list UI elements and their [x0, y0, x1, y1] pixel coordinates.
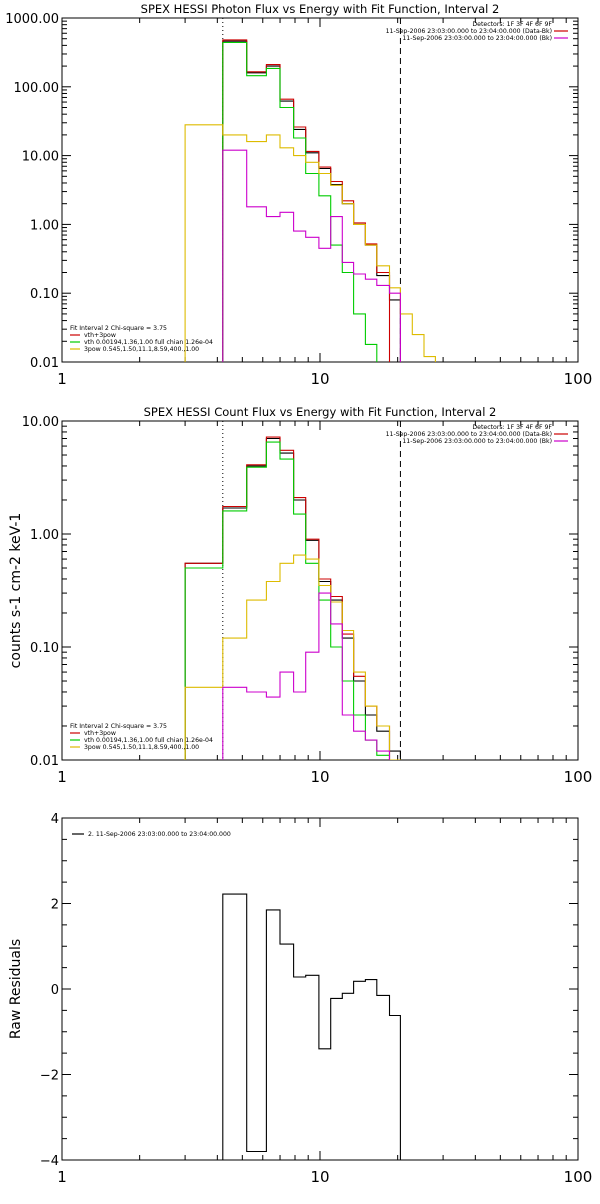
y-tick-label: 0.10 — [30, 287, 59, 302]
chart-title: SPEX HESSI Photon Flux vs Energy with Fi… — [141, 2, 500, 16]
plot-frame — [61, 420, 579, 761]
legend-label: vth+3pow — [84, 730, 116, 737]
header-line: Detectors: 1F 3F 4F 6F 9F — [472, 21, 552, 28]
legend-label: vth+3pow — [84, 332, 116, 339]
y-axis-label: counts s-1 cm-2 keV-1 — [8, 513, 24, 669]
x-tick-label: 1 — [57, 370, 67, 388]
series-bk — [222, 592, 391, 760]
series-vth-3pow — [184, 436, 391, 760]
y-tick-label: 1.00 — [30, 528, 59, 543]
legend-label: 2. 11-Sep-2006 23:03:00.000 to 23:04:00.… — [88, 831, 231, 838]
legend-label: 3pow 0.545,1.50,11.1,8.59,400.,1.00 — [84, 346, 199, 353]
series-data-bk — [184, 437, 401, 760]
y-tick-label: 0 — [51, 983, 59, 998]
plot-frame — [61, 17, 579, 363]
series-data-bk — [222, 40, 401, 362]
series-3pow — [184, 124, 436, 362]
plot-area — [222, 893, 401, 1160]
header-line: 11-Sep-2006 23:03:00.000 to 23:04:00.000… — [402, 438, 552, 445]
header-line: 11-Sep-2006 23:03:00.000 to 23:04:00.000… — [402, 35, 552, 42]
x-tick-label: 10 — [310, 768, 329, 786]
y-tick-label: 1000.00 — [5, 12, 59, 27]
series-vth — [184, 441, 391, 760]
y-tick-label: 100.00 — [14, 81, 60, 96]
x-tick-label: 100 — [564, 1168, 593, 1186]
y-tick-label: 4 — [51, 812, 59, 827]
x-tick-label: 100 — [564, 370, 593, 388]
x-tick-label: 1 — [57, 1168, 67, 1186]
y-axis-label: Raw Residuals — [8, 939, 24, 1039]
header-line: 11-Sep-2006 23:03:00.000 to 23:04:00.000… — [386, 431, 552, 438]
y-tick-label: 10.00 — [22, 150, 59, 165]
y-tick-label: 0.01 — [30, 754, 59, 769]
y-tick-label: 10.00 — [22, 415, 59, 430]
y-tick-label: 0.01 — [30, 356, 59, 371]
plot-area — [184, 436, 401, 760]
x-tick-label: 1 — [57, 768, 67, 786]
plot-frame — [61, 817, 579, 1161]
header-line: 11-Sep-2006 23:03:00.000 to 23:04:00.000… — [386, 28, 552, 35]
chart-title: SPEX HESSI Count Flux vs Energy with Fit… — [144, 405, 497, 419]
chart-panel-3: Raw Residuals 1 10 100 −4 −2 0 2 4 2. 11-Sep-2006… — [8, 812, 592, 1186]
legend-title: Fit Interval 2 Chi-square = 3.75 — [70, 325, 167, 332]
series-vth — [222, 41, 378, 362]
x-tick-label: 10 — [310, 1168, 329, 1186]
legend-label: vth 0.00194,1.36,1.00 full chian 1.26e-0… — [84, 737, 213, 744]
series-residuals — [222, 893, 401, 1160]
x-tick-label: 10 — [310, 370, 329, 388]
chart-panel-2: SPEX HESSI Count Flux vs Energy with Fit… — [8, 405, 592, 786]
legend-title: Fit Interval 2 Chi-square = 3.75 — [70, 723, 167, 730]
y-tick-label: 0.10 — [30, 641, 59, 656]
series-vth-3pow — [222, 39, 391, 362]
legend-label: vth 0.00194,1.36,1.00 full chian 1.26e-0… — [84, 339, 213, 346]
header-line: Detectors: 1F 3F 4F 6F 9F — [472, 424, 552, 431]
plot-area — [184, 39, 436, 362]
y-tick-label: −2 — [40, 1069, 59, 1084]
y-tick-label: 1.00 — [30, 218, 59, 233]
chart-panel-1: SPEX HESSI Photon Flux vs Energy with Fi… — [5, 2, 592, 388]
y-tick-label: 2 — [51, 898, 59, 913]
series-3pow — [184, 554, 401, 760]
x-tick-label: 100 — [564, 768, 593, 786]
legend-label: 3pow 0.545,1.50,11.1,8.59,400.,1.00 — [84, 744, 199, 751]
series-bk — [222, 149, 401, 362]
y-tick-label: −4 — [40, 1154, 59, 1169]
